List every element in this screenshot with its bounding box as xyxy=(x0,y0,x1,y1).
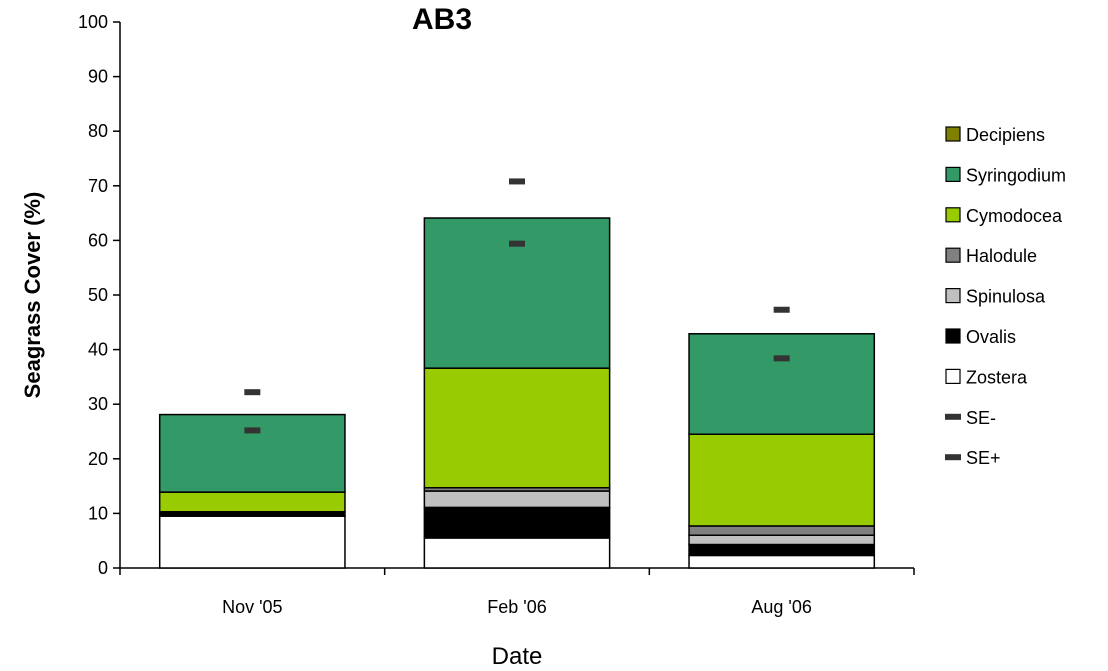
legend-label: Halodule xyxy=(966,246,1037,266)
bar-segment-ovalis xyxy=(688,543,876,557)
bar-segment-spinulosa xyxy=(423,490,611,509)
marker-seminus xyxy=(509,240,525,247)
legend-label: SE+ xyxy=(966,448,1001,468)
bar-segment-cymodocea xyxy=(158,491,346,513)
legend-swatch-zostera xyxy=(945,368,961,384)
legend-label: Cymodocea xyxy=(966,206,1063,226)
x-axis: Nov '05 Feb '06 Aug '06 xyxy=(119,567,915,617)
x-tick-label: Aug '06 xyxy=(751,597,812,617)
legend-label: Ovalis xyxy=(966,327,1016,347)
marker-seplus xyxy=(509,178,525,185)
legend-label: Zostera xyxy=(966,367,1028,387)
y-tick-label: 10 xyxy=(88,503,108,523)
y-axis: 0 10 20 30 40 50 60 70 80 90 100 xyxy=(78,12,121,578)
y-tick-label: 90 xyxy=(88,67,108,87)
legend-swatch-seminus xyxy=(945,413,961,420)
legend-label: Syringodium xyxy=(966,165,1066,185)
legend-swatch-ovalis xyxy=(945,328,961,344)
chart-title: AB3 xyxy=(412,3,472,36)
y-tick-label: 40 xyxy=(88,340,108,360)
legend-swatch-spinulosa xyxy=(945,288,961,304)
bar-segment-zostera xyxy=(423,537,611,569)
bar-segment-zostera xyxy=(158,515,346,569)
legend-label: Spinulosa xyxy=(966,287,1046,307)
bar-segment-cymodocea xyxy=(688,433,876,527)
legend: Decipiens Syringodium Cymodocea Halodule Spi… xyxy=(945,125,1066,468)
y-tick-label: 50 xyxy=(88,285,108,305)
bar-segment-cymodocea xyxy=(423,367,611,489)
marker-seplus xyxy=(244,389,261,396)
x-tick-label: Nov '05 xyxy=(222,597,282,617)
marker-seminus xyxy=(244,427,261,434)
legend-swatch-syringodium xyxy=(945,166,961,182)
bar-segment-spinulosa xyxy=(688,534,876,546)
bar-segment-zostera xyxy=(688,554,876,569)
error-markers xyxy=(244,178,790,434)
bars xyxy=(158,217,876,569)
legend-swatch-halodule xyxy=(945,247,961,263)
bar-segment-syringodium xyxy=(688,333,876,435)
y-tick-label: 60 xyxy=(88,230,108,250)
bar-segment-halodule xyxy=(688,525,876,536)
legend-swatch-decipiens xyxy=(945,126,961,142)
marker-seplus xyxy=(773,306,790,313)
legend-label: Decipiens xyxy=(966,125,1045,145)
legend-swatch-seplus xyxy=(945,454,961,461)
bar-segment-syringodium xyxy=(158,413,346,493)
y-tick-label: 30 xyxy=(88,394,108,414)
legend-swatch-cymodocea xyxy=(945,207,961,223)
x-tick-label: Feb '06 xyxy=(487,597,546,617)
y-tick-label: 0 xyxy=(98,558,108,578)
y-tick-label: 20 xyxy=(88,449,108,469)
marker-seminus xyxy=(773,355,790,362)
bar-segment-ovalis xyxy=(423,506,611,539)
y-tick-label: 100 xyxy=(78,12,108,32)
x-axis-label: Date xyxy=(492,643,543,670)
y-tick-label: 80 xyxy=(88,121,108,141)
bar-segment-syringodium xyxy=(423,217,611,369)
y-axis-label: Seagrass Cover (%) xyxy=(20,192,45,399)
y-tick-label: 70 xyxy=(88,176,108,196)
legend-label: SE- xyxy=(966,408,996,428)
